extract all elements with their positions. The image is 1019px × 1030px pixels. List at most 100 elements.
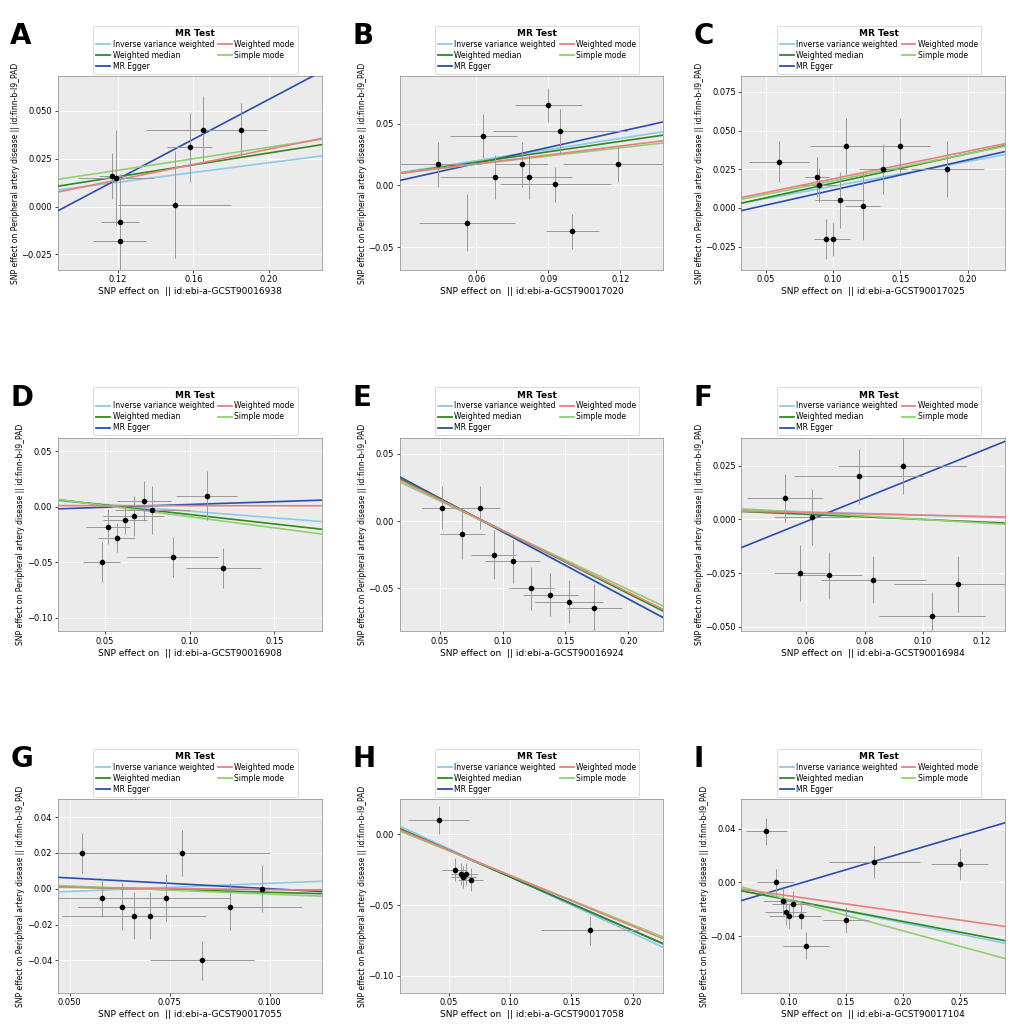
- Point: [108, 170, 124, 186]
- Point: [458, 866, 474, 883]
- Y-axis label: SNP effect on Peripheral artery disease || id:finn-b-I9_PAD: SNP effect on Peripheral artery disease …: [11, 63, 20, 283]
- Point: [560, 593, 577, 610]
- Point: [776, 903, 793, 920]
- Point: [215, 559, 231, 576]
- Point: [784, 896, 800, 913]
- Point: [164, 548, 180, 564]
- Point: [781, 907, 797, 924]
- Y-axis label: SNP effect on Peripheral artery disease || id:finn-b-I9_PAD: SNP effect on Peripheral artery disease …: [694, 63, 703, 283]
- Point: [521, 169, 537, 185]
- Point: [104, 168, 120, 184]
- X-axis label: SNP effect on  || id:ebi-a-GCST90016938: SNP effect on || id:ebi-a-GCST90016938: [98, 287, 281, 296]
- Point: [109, 529, 125, 546]
- X-axis label: SNP effect on  || id:ebi-a-GCST90017020: SNP effect on || id:ebi-a-GCST90017020: [439, 287, 623, 296]
- Point: [542, 587, 558, 604]
- Point: [430, 812, 446, 828]
- Point: [838, 138, 854, 154]
- Point: [547, 176, 564, 193]
- Legend: Inverse variance weighted, Weighted median, MR Egger, Weighted mode, Simple mode: Inverse variance weighted, Weighted medi…: [434, 26, 639, 74]
- X-axis label: SNP effect on  || id:ebi-a-GCST90017058: SNP effect on || id:ebi-a-GCST90017058: [439, 1009, 623, 1019]
- Point: [865, 854, 881, 870]
- Point: [157, 890, 173, 906]
- Y-axis label: SNP effect on Peripheral artery disease || id:finn-b-I9_PAD: SNP effect on Peripheral artery disease …: [16, 785, 25, 1006]
- Point: [514, 157, 530, 173]
- Point: [824, 231, 841, 247]
- Point: [487, 169, 503, 185]
- Point: [125, 508, 142, 524]
- Y-axis label: SNP effect on Peripheral artery disease || id:finn-b-I9_PAD: SNP effect on Peripheral artery disease …: [358, 424, 367, 645]
- Point: [837, 912, 853, 928]
- Point: [830, 192, 847, 208]
- Point: [938, 161, 955, 177]
- Point: [803, 509, 819, 525]
- Point: [609, 157, 626, 173]
- Point: [774, 893, 791, 909]
- Y-axis label: SNP effect on Peripheral artery disease || id:finn-b-I9_PAD: SNP effect on Peripheral artery disease …: [694, 424, 703, 645]
- Point: [73, 845, 90, 861]
- Text: E: E: [352, 384, 371, 412]
- Text: B: B: [352, 23, 373, 50]
- Legend: Inverse variance weighted, Weighted median, MR Egger, Weighted mode, Simple mode: Inverse variance weighted, Weighted medi…: [776, 749, 980, 797]
- Legend: Inverse variance weighted, Weighted median, MR Egger, Weighted mode, Simple mode: Inverse variance weighted, Weighted medi…: [776, 26, 980, 74]
- X-axis label: SNP effect on  || id:ebi-a-GCST90016924: SNP effect on || id:ebi-a-GCST90016924: [439, 649, 623, 657]
- Text: H: H: [352, 745, 375, 774]
- Text: C: C: [693, 23, 713, 50]
- Point: [181, 139, 198, 156]
- Point: [125, 907, 142, 924]
- Point: [166, 197, 182, 213]
- Point: [446, 861, 463, 878]
- Point: [951, 855, 967, 871]
- Legend: Inverse variance weighted, Weighted median, MR Egger, Weighted mode, Simple mode: Inverse variance weighted, Weighted medi…: [434, 749, 639, 797]
- Point: [94, 890, 110, 906]
- Point: [892, 138, 908, 154]
- Point: [117, 512, 133, 528]
- Point: [564, 224, 580, 240]
- X-axis label: SNP effect on  || id:ebi-a-GCST90017104: SNP effect on || id:ebi-a-GCST90017104: [781, 1009, 964, 1019]
- Point: [504, 553, 521, 570]
- Legend: Inverse variance weighted, Weighted median, MR Egger, Weighted mode, Simple mode: Inverse variance weighted, Weighted medi…: [434, 387, 639, 436]
- Point: [472, 500, 488, 516]
- Point: [820, 568, 837, 584]
- Point: [894, 457, 910, 474]
- Point: [817, 231, 834, 247]
- Point: [253, 881, 269, 897]
- Point: [950, 576, 966, 592]
- Point: [232, 122, 249, 138]
- Point: [434, 500, 450, 516]
- Point: [770, 153, 787, 170]
- Text: D: D: [10, 384, 34, 412]
- Y-axis label: SNP effect on Peripheral artery disease || id:finn-b-I9_PAD: SNP effect on Peripheral artery disease …: [358, 63, 367, 283]
- Legend: Inverse variance weighted, Weighted median, MR Egger, Weighted mode, Simple mode: Inverse variance weighted, Weighted medi…: [93, 26, 298, 74]
- Point: [462, 871, 478, 888]
- Legend: Inverse variance weighted, Weighted median, MR Egger, Weighted mode, Simple mode: Inverse variance weighted, Weighted medi…: [93, 749, 298, 797]
- Point: [454, 868, 471, 885]
- Point: [766, 874, 783, 891]
- Point: [142, 907, 158, 924]
- Point: [136, 493, 152, 510]
- Legend: Inverse variance weighted, Weighted median, MR Egger, Weighted mode, Simple mode: Inverse variance weighted, Weighted medi…: [93, 387, 298, 436]
- Point: [459, 214, 475, 231]
- Point: [523, 580, 539, 596]
- Y-axis label: SNP effect on Peripheral artery disease || id:finn-b-I9_PAD: SNP effect on Peripheral artery disease …: [699, 785, 708, 1006]
- Point: [195, 122, 211, 138]
- Point: [112, 213, 128, 230]
- Point: [757, 823, 773, 839]
- Text: A: A: [10, 23, 32, 50]
- X-axis label: SNP effect on  || id:ebi-a-GCST90017025: SNP effect on || id:ebi-a-GCST90017025: [781, 287, 964, 296]
- Point: [485, 546, 501, 562]
- Point: [194, 952, 210, 968]
- Y-axis label: SNP effect on Peripheral artery disease || id:finn-b-I9_PAD: SNP effect on Peripheral artery disease …: [16, 424, 25, 645]
- Text: F: F: [693, 384, 712, 412]
- X-axis label: SNP effect on  || id:ebi-a-GCST90016984: SNP effect on || id:ebi-a-GCST90016984: [781, 649, 964, 657]
- Point: [586, 600, 602, 617]
- X-axis label: SNP effect on  || id:ebi-a-GCST90017055: SNP effect on || id:ebi-a-GCST90017055: [98, 1009, 281, 1019]
- X-axis label: SNP effect on  || id:ebi-a-GCST90016908: SNP effect on || id:ebi-a-GCST90016908: [98, 649, 281, 657]
- Point: [854, 198, 870, 214]
- Point: [792, 907, 808, 924]
- Point: [551, 123, 568, 139]
- Point: [113, 898, 129, 915]
- Point: [452, 866, 469, 883]
- Point: [581, 922, 597, 938]
- Point: [810, 176, 826, 193]
- Legend: Inverse variance weighted, Weighted median, MR Egger, Weighted mode, Simple mode: Inverse variance weighted, Weighted medi…: [776, 387, 980, 436]
